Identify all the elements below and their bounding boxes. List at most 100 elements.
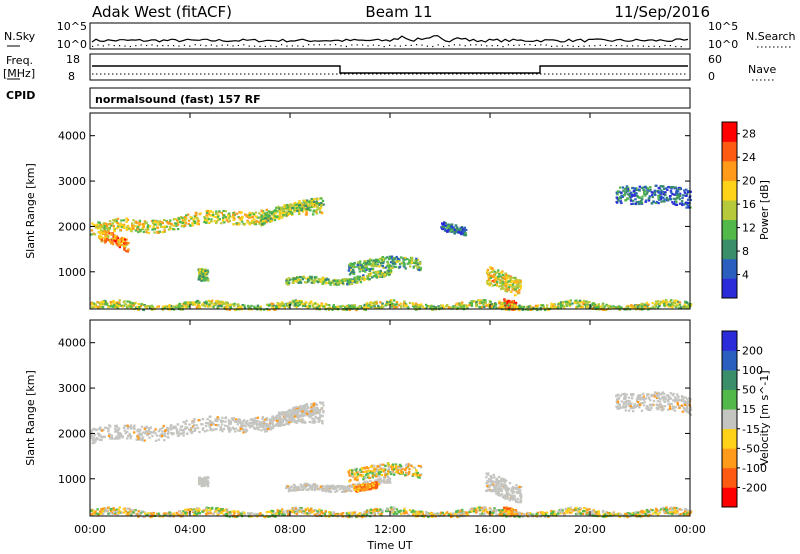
nsearch-dot — [518, 44, 520, 46]
range-cell — [415, 469, 418, 472]
range-cell — [350, 471, 354, 474]
nsearch-dot — [237, 44, 239, 47]
range-cell — [102, 300, 105, 303]
range-cell — [159, 223, 162, 226]
range-cell — [122, 219, 126, 222]
range-cell — [252, 212, 255, 216]
range-cell — [294, 300, 298, 303]
range-cell — [373, 472, 377, 475]
freq-trace — [92, 65, 688, 74]
range-cell — [308, 302, 311, 305]
range-cell — [99, 426, 102, 429]
range-cell — [346, 283, 349, 286]
range-cell — [666, 301, 669, 304]
range-cell — [565, 304, 569, 307]
range-cell — [310, 410, 313, 413]
range-cell — [663, 300, 666, 303]
range-cell — [195, 424, 198, 427]
range-cell — [194, 301, 198, 304]
range-cell — [506, 277, 509, 280]
range-cell — [458, 307, 462, 310]
range-cell — [412, 305, 416, 308]
range-cell — [368, 274, 372, 277]
nsearch-dot — [140, 44, 142, 46]
range-cell — [274, 215, 277, 218]
range-cell — [581, 305, 585, 309]
range-cell — [312, 210, 315, 213]
range-cell — [216, 417, 219, 421]
range-cell — [193, 429, 196, 432]
range-cell — [159, 428, 162, 431]
range-cell — [191, 425, 195, 428]
range-cell — [291, 414, 294, 417]
range-cell — [499, 302, 503, 305]
range-cell — [354, 476, 357, 479]
range-cell — [344, 488, 347, 491]
nsearch-dot — [610, 45, 612, 47]
range-cell — [519, 282, 522, 285]
range-cell — [148, 306, 152, 309]
range-cell — [199, 274, 202, 277]
range-cell — [292, 300, 295, 303]
range-cell — [396, 469, 399, 472]
range-cell — [488, 271, 492, 274]
colorbar-segment — [722, 278, 737, 299]
range-cell — [342, 278, 346, 281]
range-cell — [287, 277, 291, 280]
range-cell — [205, 476, 208, 479]
nsearch-dot — [615, 45, 617, 47]
range-cell — [295, 420, 299, 423]
range-cell — [268, 211, 271, 214]
range-cell — [260, 219, 263, 222]
range-cell — [349, 306, 352, 309]
range-cell — [386, 260, 389, 263]
range-cell — [197, 220, 200, 223]
range-cell — [373, 303, 376, 306]
range-cell — [359, 468, 362, 471]
range-cell — [415, 260, 418, 263]
range-cell — [437, 305, 440, 308]
range-cell — [190, 432, 193, 435]
range-cell — [263, 222, 266, 225]
range-cell — [505, 279, 508, 282]
range-cell — [261, 416, 264, 419]
range-cell — [415, 302, 418, 305]
range-cell — [292, 206, 295, 209]
range-cell — [381, 264, 384, 267]
range-cell — [328, 307, 331, 310]
range-cell — [198, 306, 202, 309]
range-cell — [491, 275, 494, 278]
range-cell — [252, 222, 255, 225]
range-cell — [101, 429, 104, 432]
nsearch-dot — [421, 44, 423, 46]
range-cell — [404, 474, 407, 477]
range-cell — [581, 302, 585, 305]
range-cell — [400, 467, 403, 470]
nsearch-dot — [664, 44, 666, 47]
range-cell — [632, 190, 636, 193]
range-cell — [289, 412, 292, 416]
range-cell — [208, 425, 211, 428]
range-cell — [398, 304, 401, 307]
range-cell — [206, 429, 209, 432]
range-cell — [655, 184, 658, 187]
range-cell — [644, 307, 648, 310]
range-cell — [285, 415, 288, 418]
range-cell — [189, 427, 193, 430]
range-cell — [126, 430, 129, 433]
range-cell — [504, 282, 507, 285]
range-cell — [181, 216, 184, 219]
range-cell — [476, 299, 480, 302]
range-cell — [659, 185, 662, 188]
range-cell — [215, 220, 219, 223]
nsearch-dot — [356, 44, 358, 46]
range-cell — [172, 427, 175, 430]
range-cell — [317, 487, 321, 490]
range-cell — [628, 194, 631, 198]
range-cell — [666, 188, 669, 191]
range-cell — [319, 401, 322, 404]
range-cell — [265, 208, 268, 211]
range-cell — [307, 205, 311, 208]
range-cell — [408, 259, 411, 262]
range-cell — [514, 301, 518, 305]
